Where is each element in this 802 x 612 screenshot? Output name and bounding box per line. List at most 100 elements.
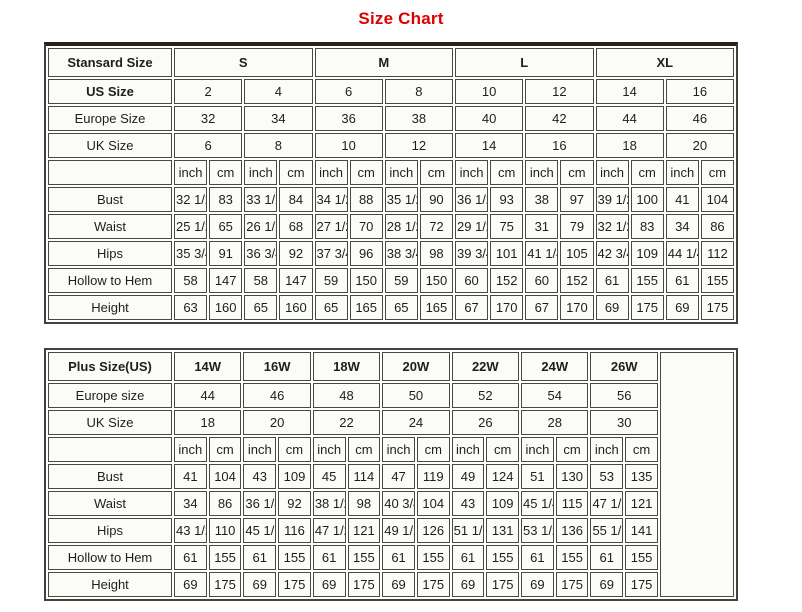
measurement-value-cell: 91 [209, 241, 243, 266]
measurement-value-cell: 61 [243, 545, 277, 570]
measurement-value-cell: 109 [486, 491, 520, 516]
size-value-cell: 32 [174, 106, 243, 131]
unit-header-row: inch cm inch cm inch cm inch cm inch cm inch cm inch… [48, 160, 734, 185]
row-label: Hips [48, 518, 172, 543]
measurement-value-cell: 67 [525, 295, 559, 320]
measurement-value-cell: 61 [595, 268, 629, 293]
measurement-value-cell: 43 1/2 [174, 518, 207, 543]
measurement-value-cell: 53 1/2 [521, 518, 554, 543]
measurement-value-cell: 65 [209, 214, 243, 239]
size-value-cell: 34 [244, 106, 313, 131]
measurement-value-cell: 61 [174, 545, 207, 570]
measurement-value-cell: 65 [384, 295, 418, 320]
measurement-value-cell: 110 [208, 518, 242, 543]
measurement-value-cell: 98 [347, 491, 381, 516]
standard-size-table-container: Stansard Size S M L XL US Size 2 4 6 8 10 12 14 16 Eur… [44, 42, 738, 324]
unit-header-cell: inch [525, 160, 559, 185]
measurement-value-cell: 124 [486, 464, 520, 489]
measurement-value-cell: 65 [244, 295, 278, 320]
unit-header-cell: inch [243, 437, 277, 462]
size-value-cell: 12 [525, 79, 594, 104]
unit-header-cell: cm [349, 160, 383, 185]
measurement-value-cell: 160 [209, 295, 243, 320]
size-conversion-row: US Size 2 4 6 8 10 12 14 16 [48, 79, 734, 104]
unit-header-cell: cm [209, 160, 243, 185]
size-value-cell: 20 [243, 410, 311, 435]
measurement-value-cell: 31 [525, 214, 559, 239]
measurement-value-cell: 60 [455, 268, 489, 293]
measurement-value-cell: 35 1/2 [384, 187, 418, 212]
measurement-value-cell: 86 [700, 214, 734, 239]
measurement-value-cell: 175 [625, 572, 658, 597]
measurement-value-cell: 150 [419, 268, 453, 293]
measurement-value-cell: 170 [490, 295, 524, 320]
size-value-cell: 16 [525, 133, 594, 158]
row-label-empty [48, 160, 172, 185]
measurement-value-cell: 160 [279, 295, 313, 320]
unit-header-cell: inch [521, 437, 554, 462]
row-label: Bust [48, 187, 172, 212]
measurement-value-cell: 41 [174, 464, 207, 489]
size-value-cell: 8 [384, 79, 453, 104]
measurement-value-cell: 165 [349, 295, 383, 320]
empty-column-cell [660, 352, 734, 597]
measurement-value-cell: 155 [700, 268, 734, 293]
row-label: Waist [48, 491, 172, 516]
unit-header-cell: inch [174, 437, 207, 462]
unit-header-cell: cm [625, 437, 658, 462]
size-value-cell: 52 [451, 383, 520, 408]
measurement-value-cell: 67 [455, 295, 489, 320]
measurement-value-cell: 112 [700, 241, 734, 266]
unit-header-cell: cm [279, 160, 313, 185]
measurement-value-cell: 34 [174, 491, 207, 516]
measurement-row: Hollow to Hem 58 147 58 147 59 150 59 150 60 152 60… [48, 268, 734, 293]
measurement-value-cell: 53 [590, 464, 624, 489]
size-value-cell: 40 [455, 106, 524, 131]
measurement-value-cell: 27 1/2 [314, 214, 348, 239]
measurement-value-cell: 32 1/2 [174, 187, 208, 212]
measurement-value-cell: 96 [349, 241, 383, 266]
measurement-value-cell: 69 [665, 295, 699, 320]
size-value-cell: 38 [384, 106, 453, 131]
measurement-value-cell: 43 [451, 491, 485, 516]
measurement-value-cell: 29 1/2 [455, 214, 489, 239]
size-value-cell: 6 [174, 133, 243, 158]
unit-header-cell: cm [419, 160, 453, 185]
measurement-value-cell: 69 [312, 572, 346, 597]
unit-header-cell: inch [384, 160, 418, 185]
measurement-value-cell: 34 1/2 [314, 187, 348, 212]
measurement-value-cell: 90 [419, 187, 453, 212]
row-label: US Size [48, 79, 172, 104]
measurement-value-cell: 59 [384, 268, 418, 293]
measurement-value-cell: 98 [419, 241, 453, 266]
unit-header-cell: inch [595, 160, 629, 185]
measurement-value-cell: 115 [555, 491, 589, 516]
measurement-value-cell: 155 [486, 545, 520, 570]
measurement-value-cell: 39 3/4 [455, 241, 489, 266]
measurement-value-cell: 26 1/2 [244, 214, 278, 239]
measurement-value-cell: 61 [590, 545, 624, 570]
size-value-cell: 46 [665, 106, 734, 131]
size-value-cell: 26 [451, 410, 520, 435]
row-label: Bust [48, 464, 172, 489]
measurement-value-cell: 83 [209, 187, 243, 212]
unit-header-cell: cm [555, 437, 589, 462]
size-value-cell: 14 [455, 133, 524, 158]
measurement-value-cell: 38 1/2 [312, 491, 346, 516]
measurement-value-cell: 36 1/4 [243, 491, 277, 516]
measurement-value-cell: 155 [416, 545, 450, 570]
measurement-value-cell: 43 [243, 464, 277, 489]
unit-header-cell: inch [312, 437, 346, 462]
row-label-empty [48, 437, 172, 462]
size-value-cell: 12 [384, 133, 453, 158]
row-label: Hips [48, 241, 172, 266]
size-value-cell: 50 [382, 383, 450, 408]
measurement-value-cell: 109 [278, 464, 311, 489]
unit-header-cell: inch [382, 437, 415, 462]
measurement-value-cell: 100 [630, 187, 664, 212]
measurement-value-cell: 152 [490, 268, 524, 293]
unit-header-cell: inch [451, 437, 485, 462]
size-value-cell: 24 [382, 410, 450, 435]
